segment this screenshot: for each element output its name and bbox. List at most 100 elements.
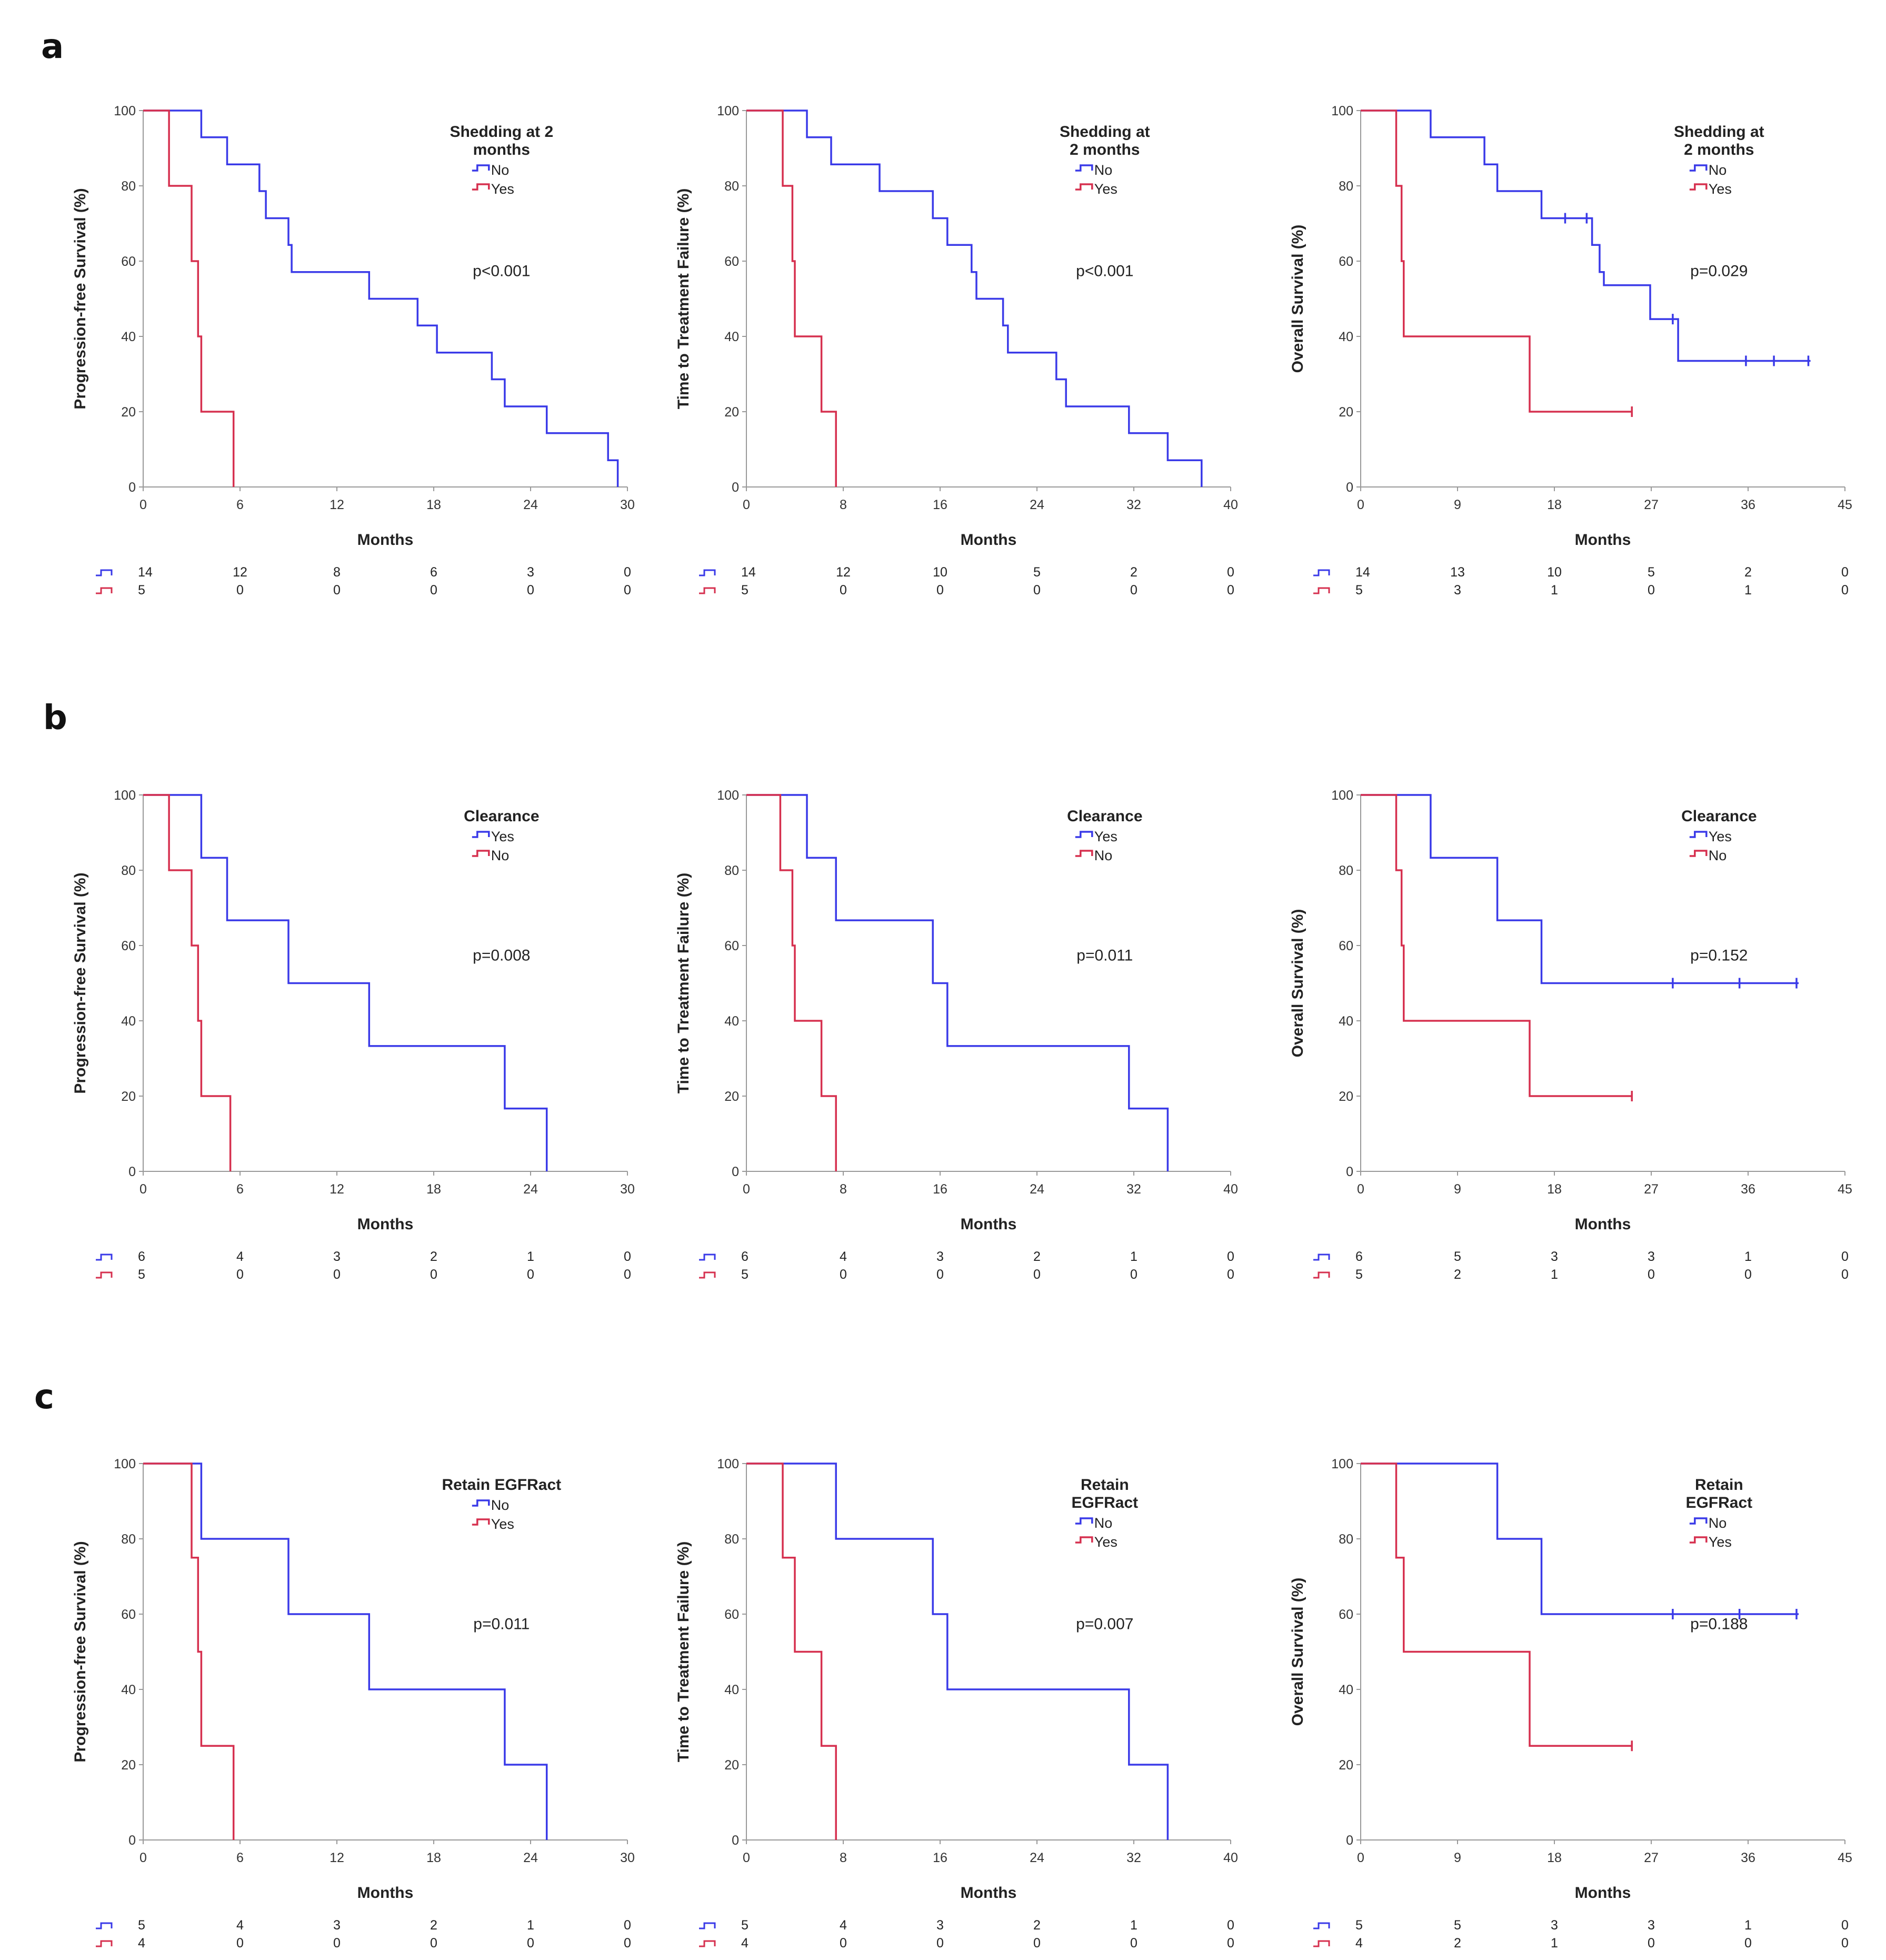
risk-count: 0 [1227, 583, 1234, 598]
risk-count: 4 [741, 1936, 749, 1951]
x-tick-label: 12 [330, 1182, 344, 1197]
y-tick-label: 40 [1339, 1683, 1353, 1697]
y-tick-label: 40 [1339, 1014, 1353, 1029]
y-tick-label: 100 [717, 788, 739, 803]
risk-count: 3 [1648, 1918, 1655, 1933]
x-tick-label: 36 [1741, 1182, 1755, 1197]
y-tick-label: 20 [121, 1089, 136, 1104]
y-tick-label: 100 [114, 788, 136, 803]
panel-label-b: b [43, 699, 67, 738]
legend-swatch-no [1689, 850, 1708, 857]
risk-count: 0 [840, 1936, 847, 1951]
risk-count: 0 [1841, 583, 1849, 598]
risk-count: 2 [1033, 1249, 1041, 1264]
x-tick-label: 0 [1357, 1182, 1364, 1197]
risk-count: 2 [430, 1249, 437, 1264]
x-tick-label: 18 [426, 498, 441, 512]
x-tick-label: 9 [1454, 498, 1461, 512]
legend-label-yes: Yes [1709, 829, 1732, 844]
x-tick-label: 0 [139, 1850, 147, 1865]
legend-swatch-yes [1075, 1536, 1093, 1544]
x-tick-label: 0 [743, 498, 750, 512]
risk-swatch-yes [1313, 1253, 1330, 1261]
risk-count: 0 [333, 1267, 341, 1282]
y-tick-label: 80 [724, 179, 739, 194]
legend-label-yes: Yes [491, 1516, 514, 1532]
y-tick-label: 80 [724, 1532, 739, 1547]
risk-swatch-no [699, 569, 716, 576]
y-tick-label: 20 [1339, 405, 1353, 420]
x-tick-label: 30 [620, 1850, 635, 1865]
risk-count: 5 [1454, 1918, 1461, 1933]
risk-count: 2 [1454, 1936, 1461, 1951]
y-tick-label: 40 [121, 330, 136, 344]
risk-count: 1 [527, 1249, 534, 1264]
risk-count: 0 [936, 583, 944, 598]
x-tick-label: 9 [1454, 1182, 1461, 1197]
risk-count: 0 [1130, 1267, 1137, 1282]
y-tick-label: 100 [114, 104, 136, 118]
risk-count: 13 [1450, 565, 1465, 580]
panel-label-a: a [41, 27, 64, 66]
legend-title: Clearance [1067, 808, 1142, 825]
risk-count: 5 [741, 1918, 749, 1933]
risk-count: 3 [936, 1249, 944, 1264]
y-tick-label: 80 [724, 863, 739, 878]
risk-count: 10 [933, 565, 947, 580]
y-tick-label: 40 [724, 330, 739, 344]
legend-label-no: No [1709, 162, 1727, 178]
km-curve-yes [143, 1462, 235, 1840]
x-tick-label: 45 [1838, 1182, 1852, 1197]
y-tick-label: 20 [724, 405, 739, 420]
legend-title: Retain [1695, 1476, 1743, 1494]
x-tick-label: 24 [523, 1182, 538, 1197]
risk-swatch-no [96, 569, 113, 576]
risk-count: 14 [1355, 565, 1370, 580]
km-curve-yes [746, 110, 837, 487]
legend-label-no: No [491, 1497, 510, 1513]
x-axis-title: Months [1575, 531, 1631, 549]
risk-count: 5 [1355, 1267, 1363, 1282]
legend-label-no: No [1709, 1515, 1727, 1531]
km-curve-no [1361, 794, 1632, 1097]
risk-count: 0 [527, 1267, 534, 1282]
legend-title: Retain EGFRact [442, 1476, 561, 1494]
axis-lines [143, 1464, 627, 1840]
y-axis-title: Time to Treatment Failure (%) [675, 188, 692, 410]
risk-count: 0 [430, 1267, 437, 1282]
risk-swatch-no [1313, 1922, 1330, 1929]
risk-count: 0 [333, 583, 341, 598]
risk-count: 0 [840, 1267, 847, 1282]
risk-count: 1 [1744, 1918, 1752, 1933]
legend-label-yes: Yes [491, 181, 514, 197]
y-tick-label: 80 [1339, 179, 1353, 194]
y-tick-label: 60 [724, 939, 739, 953]
risk-count: 2 [1130, 565, 1137, 580]
y-tick-label: 60 [1339, 1607, 1353, 1622]
p-value: p=0.029 [1690, 263, 1748, 280]
x-tick-label: 30 [620, 498, 635, 512]
y-tick-label: 80 [121, 179, 136, 194]
legend-title: Shedding at [1674, 123, 1764, 141]
y-tick-label: 0 [1346, 1833, 1353, 1848]
legend-title: months [473, 141, 530, 158]
p-value: p=0.011 [1076, 947, 1133, 964]
risk-swatch-yes [1313, 587, 1330, 594]
y-tick-label: 80 [1339, 863, 1353, 878]
risk-count: 5 [1033, 565, 1041, 580]
legend-title: 2 months [1684, 141, 1754, 158]
risk-swatch-yes [699, 587, 716, 594]
risk-count: 0 [1841, 565, 1849, 580]
legend-title: Clearance [464, 808, 539, 825]
km-curve-no [746, 1462, 1169, 1840]
km-curve-yes [1361, 1462, 1632, 1747]
y-tick-label: 100 [1331, 1457, 1353, 1471]
x-tick-label: 8 [840, 498, 847, 512]
risk-count: 0 [1130, 1936, 1137, 1951]
y-tick-label: 40 [1339, 330, 1353, 344]
p-value: p=0.007 [1076, 1616, 1133, 1633]
